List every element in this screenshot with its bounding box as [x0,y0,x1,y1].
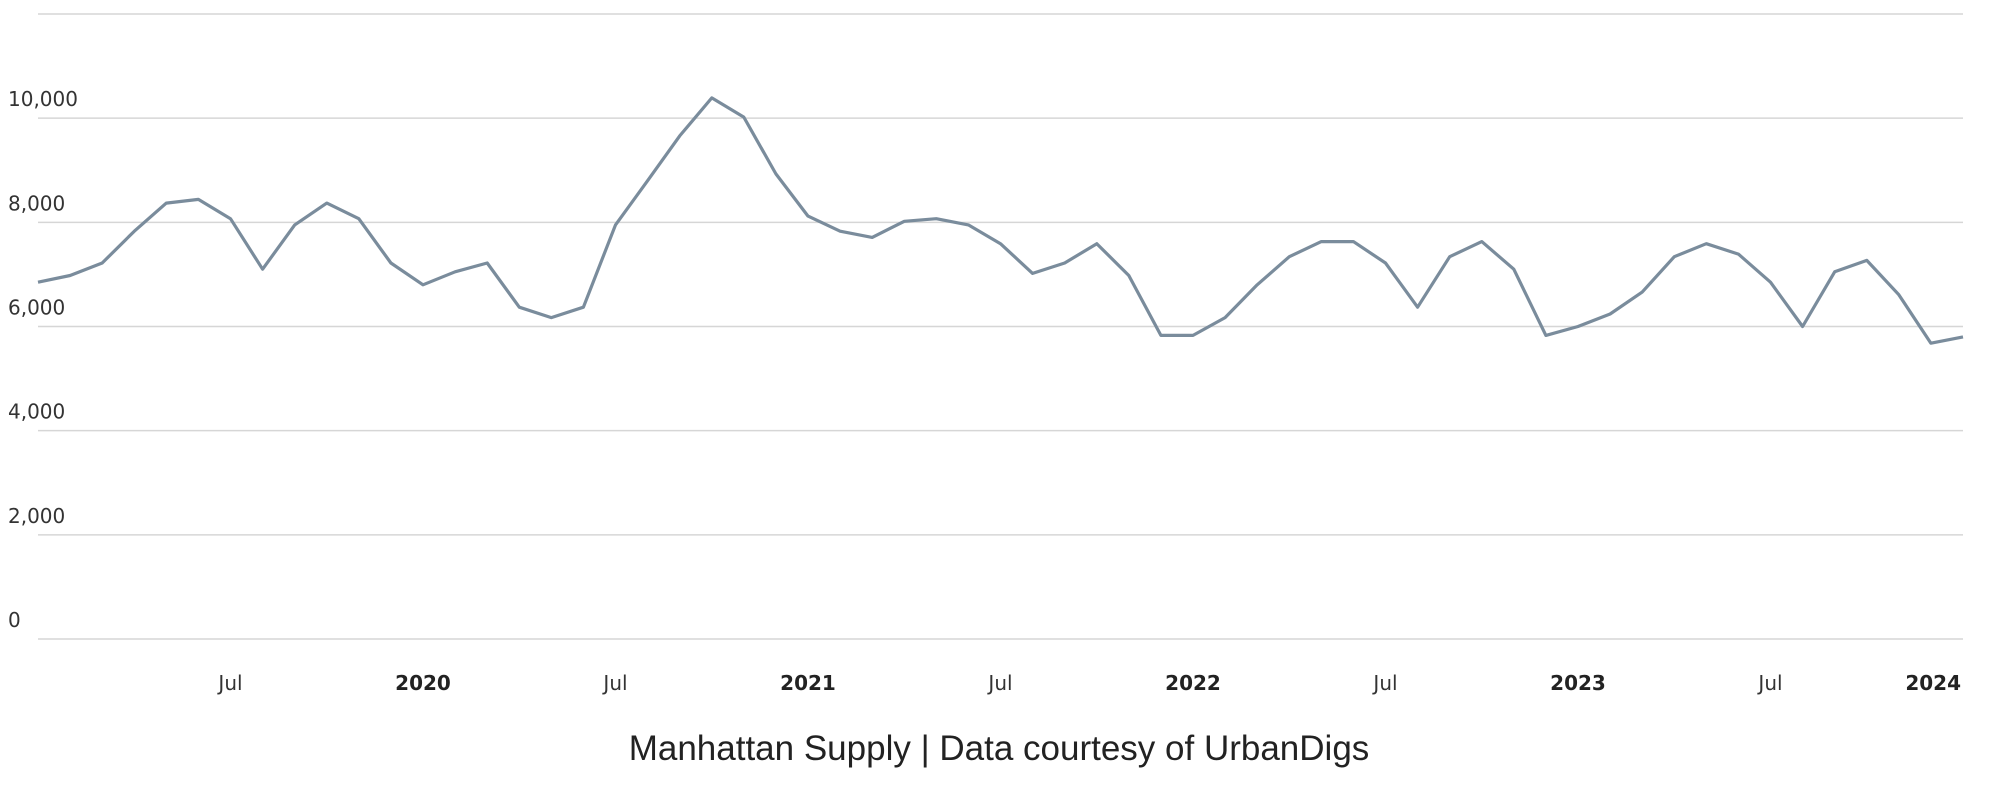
x-tick-label: Jul [216,671,242,695]
x-tick-label: Jul [986,671,1012,695]
x-tick-label: 2023 [1550,671,1606,695]
x-tick-label: Jul [601,671,627,695]
y-tick-label: 2,000 [8,504,65,528]
x-tick-label: 2022 [1165,671,1221,695]
y-tick-label: 8,000 [8,191,65,215]
x-tick-label: 2024 [1905,671,1961,695]
y-tick-label: 4,000 [8,400,65,424]
y-tick-label: 0 [8,608,21,632]
x-tick-label: Jul [1371,671,1397,695]
data-line [37,96,1964,345]
y-tick-label: 6,000 [8,296,65,320]
chart-title: Manhattan Supply | Data courtesy of Urba… [629,729,1370,768]
x-tick-label: 2021 [780,671,836,695]
y-tick-label: 10,000 [8,87,78,111]
x-tick-label: 2020 [395,671,451,695]
x-tick-label: Jul [1756,671,1782,695]
